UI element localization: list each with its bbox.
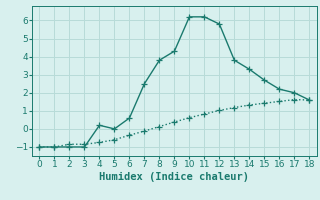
X-axis label: Humidex (Indice chaleur): Humidex (Indice chaleur) — [100, 172, 249, 182]
